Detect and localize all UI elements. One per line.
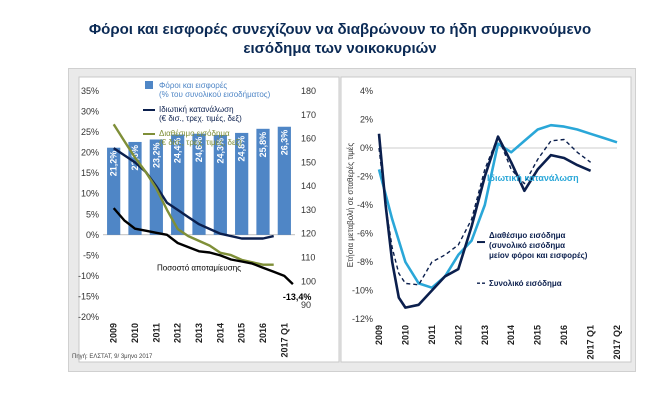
right-axis-title: Ετήσια μεταβολή σε σταθερές τιμές [346, 143, 355, 268]
right-total-income-line [378, 135, 592, 286]
right-category-label: 2015 [533, 325, 543, 345]
category-label: 2016 [258, 323, 268, 343]
category-label: 2015 [237, 323, 247, 343]
right-chart-axis-tick: -2% [357, 172, 373, 182]
right-chart-axis-tick: -8% [357, 257, 373, 267]
legend-label-bar: Φόροι και εισφορές [159, 81, 227, 90]
right-legend-disposable-line: (συνολικό εισόδημα [489, 241, 565, 250]
category-label: 2012 [173, 323, 183, 343]
right-axis-tick: 100 [301, 276, 316, 286]
disposable-income-line [112, 123, 274, 266]
right-axis-tick: 120 [301, 229, 316, 239]
chart-panel: 35% 30% 25% 20% 15% 10% 5% 0% -5% -10% -15% -20% 180… [68, 68, 636, 372]
right-chart-axis-tick: 0% [360, 143, 373, 153]
right-axis-tick: 150 [301, 157, 316, 167]
title-line-2: εισόδημα των νοικοκυριών [243, 40, 437, 57]
left-axis-tick: -20% [78, 312, 99, 322]
bar-value-label: 21,2% [109, 151, 119, 177]
left-axis-tick: 10% [81, 189, 99, 199]
right-category-label: 2016 [559, 325, 569, 345]
right-legend-disposable-line: μείον φόροι και εισφορές) [489, 251, 588, 260]
left-axis-tick: -15% [78, 291, 99, 301]
left-axis-tick: 25% [81, 127, 99, 137]
page-title: Φόροι και εισφορές συνεχίζουν να διαβρών… [60, 20, 620, 58]
left-axis-tick: -5% [83, 250, 99, 260]
right-axis-tick: 130 [301, 205, 316, 215]
legend-label-disposable: Διαθέσιμο εισόδημα [159, 129, 230, 138]
right-chart-background [340, 76, 632, 363]
tax-bar [192, 133, 206, 235]
category-label: 2017 Q1 [279, 323, 289, 358]
source-note: Πηγή: ΕΛΣΤΑΤ, 9/ 3μηνο 2017 [72, 354, 153, 360]
bar-value-label: 24,4% [173, 138, 183, 164]
tax-bar [235, 132, 249, 235]
legend-note-disposable: (€ δισ., τρεχ. τιμές, δεξ) [159, 138, 242, 147]
right-category-label: 2010 [400, 325, 410, 345]
saving-rate-label: Ποσοστό αποταμίευσης [157, 264, 241, 273]
consumption-line [113, 147, 274, 240]
tax-bar [256, 128, 270, 235]
right-axis-tick: 180 [301, 86, 316, 96]
legend-note-bar: (% του συνολικού εισοδήματος) [159, 90, 271, 99]
left-axis-tick: -10% [78, 271, 99, 281]
right-axis-tick: 170 [301, 110, 316, 120]
right-chart-axis-tick: -10% [352, 286, 373, 296]
category-label: 2010 [130, 323, 140, 343]
right-axis-tick: 110 [301, 253, 315, 263]
right-category-label: 2014 [506, 325, 516, 345]
title-line-1: Φόροι και εισφορές συνεχίζουν να διαβρών… [88, 21, 592, 38]
left-axis-tick: 5% [86, 209, 99, 219]
right-chart-axis-tick: -6% [357, 229, 373, 239]
right-category-label: 2017 Q1 [586, 325, 596, 360]
left-axis-tick: 15% [81, 168, 99, 178]
bar-value-label: 23,2% [151, 142, 161, 168]
bar-value-label: 24,3% [215, 138, 225, 164]
bar-value-label: 24,8% [237, 136, 247, 162]
left-axis-tick: 0% [86, 230, 99, 240]
right-consumption-line [377, 123, 618, 289]
saving-rate-annotation: -13,4% [283, 292, 312, 302]
right-category-label: 2009 [374, 325, 384, 345]
right-legend-total: Συνολικό εισόδημα [489, 279, 562, 288]
left-axis-tick: 30% [81, 107, 99, 117]
right-chart-axis-tick: -12% [352, 314, 373, 324]
right-legend-disposable-line: Διαθέσιμο εισόδημα [489, 231, 566, 240]
left-chart: 35% 30% 25% 20% 15% 10% 5% 0% -5% -10% -15% -20% 180… [78, 81, 316, 358]
tax-bar [277, 126, 291, 235]
left-axis-tick: 35% [81, 86, 99, 96]
right-axis-tick: 160 [301, 134, 316, 144]
legend-swatch-bar [145, 81, 153, 89]
right-axis-tick: 90 [301, 300, 311, 310]
right-category-label: 2011 [427, 325, 437, 345]
category-label: 2009 [109, 323, 119, 343]
right-disposable-income-line [377, 133, 592, 309]
bar-value-label: 26,3% [279, 130, 289, 156]
category-label: 2011 [151, 323, 161, 343]
charts-svg: 35% 30% 25% 20% 15% 10% 5% 0% -5% -10% -15% -20% 180… [78, 76, 632, 363]
right-category-label: 2013 [480, 325, 490, 345]
saving-rate-line [112, 207, 294, 285]
right-chart: 4% 2% 0% -2% -4% -6% -8% -10% -12%2009 2010 2011 20… [346, 86, 622, 360]
legend-note-consumption: (€ δισ., τρεχ. τιμές, δεξ) [159, 114, 242, 123]
bar-value-label: 24,6% [194, 137, 204, 163]
right-chart-axis-tick: 2% [360, 115, 373, 125]
category-label: 2014 [215, 323, 225, 343]
right-category-label: 2012 [453, 325, 463, 345]
bar-value-label: 25,8% [258, 132, 268, 158]
tax-bar [171, 134, 185, 235]
left-axis-tick: 20% [81, 148, 99, 158]
tax-bar [213, 134, 227, 235]
right-chart-axis-tick: -4% [357, 200, 373, 210]
right-category-label: 2017 Q2 [612, 325, 622, 360]
category-label: 2013 [194, 323, 204, 343]
legend-label-consumption: Ιδιωτική κατανάλωση [159, 105, 234, 114]
right-axis-tick: 140 [301, 181, 316, 191]
right-label-consumption: Ιδιωτική κατανάλωση [487, 173, 579, 183]
right-chart-axis-tick: 4% [360, 86, 373, 96]
